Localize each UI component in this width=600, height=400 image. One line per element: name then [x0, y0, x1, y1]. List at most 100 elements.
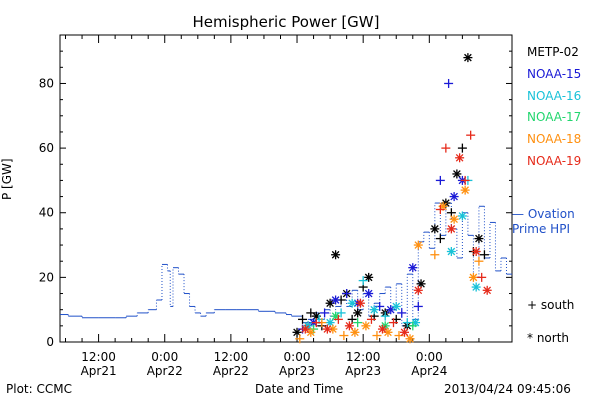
legend-item-noaa-16: NOAA-16	[527, 88, 582, 103]
y-tick-label: 40	[39, 206, 54, 220]
y-tick-label: 80	[39, 76, 54, 90]
marker-stroke	[450, 215, 458, 224]
north-point	[457, 211, 467, 221]
north-point	[468, 272, 478, 282]
legend-item-metp-02: METP-02	[527, 45, 579, 59]
x-tick-label-time: 0:00	[416, 350, 443, 364]
south-point	[353, 318, 363, 328]
y-tick-label: 0	[46, 335, 54, 349]
marker-stroke	[450, 192, 458, 201]
x-tick-label-time: 0:00	[284, 350, 311, 364]
north-point	[449, 214, 459, 224]
x-tick-label-date: Apr22	[147, 364, 183, 378]
north-point	[350, 327, 360, 337]
marker-stroke	[472, 283, 481, 291]
south-point	[474, 256, 484, 266]
x-tick-label-time: 12:00	[346, 350, 381, 364]
marker-stroke	[364, 273, 373, 282]
north-point	[331, 295, 341, 305]
marker-stroke	[414, 241, 423, 249]
marker-stroke	[461, 186, 469, 194]
marker-stroke	[323, 325, 332, 333]
south-point	[466, 130, 476, 140]
south-point	[342, 289, 352, 299]
legend-item-noaa-15: NOAA-15	[527, 66, 582, 81]
north-point	[331, 250, 341, 260]
south-point	[435, 205, 445, 215]
marker-stroke	[384, 328, 392, 337]
north-point	[471, 247, 481, 257]
south-point	[441, 143, 451, 153]
north-point	[364, 272, 374, 282]
series-noaa-19	[300, 130, 492, 337]
marker-stroke	[293, 328, 301, 337]
north-point	[446, 224, 456, 234]
north-point	[355, 298, 365, 308]
y-tick-label: 20	[39, 270, 54, 284]
series-noaa-18	[295, 185, 484, 344]
timestamp: 2013/04/24 09:45:06	[444, 382, 571, 396]
north-point	[408, 263, 418, 273]
north-point	[474, 234, 484, 244]
south-point	[380, 311, 390, 321]
marker-stroke	[378, 325, 387, 333]
south-point	[477, 272, 487, 282]
south-point	[460, 175, 470, 185]
south-point	[320, 308, 330, 318]
north-point	[460, 185, 470, 195]
marker-stroke	[430, 225, 439, 233]
north-point	[455, 153, 465, 163]
marker-stroke	[351, 328, 359, 337]
north-point	[353, 308, 363, 318]
south-point	[435, 234, 445, 244]
south-marker-note: + south	[527, 298, 575, 312]
north-point	[405, 334, 415, 344]
marker-stroke	[455, 153, 464, 162]
marker-stroke	[414, 286, 423, 295]
x-tick-label-date: Apr23	[345, 364, 381, 378]
south-point	[295, 334, 305, 344]
south-point	[397, 308, 407, 318]
marker-stroke	[483, 286, 492, 295]
north-point	[449, 192, 459, 202]
marker-stroke	[472, 247, 481, 256]
south-point	[366, 314, 376, 324]
north-point	[325, 298, 335, 308]
south-point	[372, 331, 382, 341]
north-point	[471, 282, 481, 292]
x-tick-label-date: Apr22	[213, 364, 249, 378]
south-point	[333, 314, 343, 324]
north-marker-note: * north	[527, 331, 570, 345]
south-point	[435, 175, 445, 185]
marker-stroke	[326, 299, 334, 308]
south-point	[298, 314, 308, 324]
south-point	[413, 301, 423, 311]
marker-stroke	[447, 225, 456, 233]
legend: METP-02 NOAA-15 NOAA-16 NOAA-17 NOAA-18 NOAA-…	[527, 42, 581, 173]
series-metp-02	[292, 53, 489, 337]
x-axis-title: Date and Time	[255, 382, 344, 396]
north-point	[452, 169, 462, 179]
south-point	[479, 250, 489, 260]
marker-stroke	[364, 289, 373, 298]
south-point	[430, 250, 440, 260]
marker-stroke	[331, 312, 340, 320]
marker-stroke	[453, 170, 461, 178]
marker-stroke	[392, 302, 401, 311]
marker-stroke	[356, 299, 365, 308]
north-point	[413, 285, 423, 295]
marker-stroke	[469, 273, 478, 282]
plot-credit: Plot: CCMC	[6, 382, 72, 396]
x-tick-label-time: 12:00	[81, 350, 116, 364]
x-tick-label-date: Apr21	[81, 364, 117, 378]
legend-item-noaa-19: NOAA-19	[527, 153, 582, 168]
north-point	[300, 324, 310, 334]
north-point	[446, 247, 456, 257]
north-point	[413, 240, 423, 250]
marker-stroke	[306, 328, 315, 337]
plot-frame	[59, 34, 513, 343]
north-point	[391, 301, 401, 311]
marker-stroke	[301, 325, 310, 333]
north-point	[347, 298, 357, 308]
